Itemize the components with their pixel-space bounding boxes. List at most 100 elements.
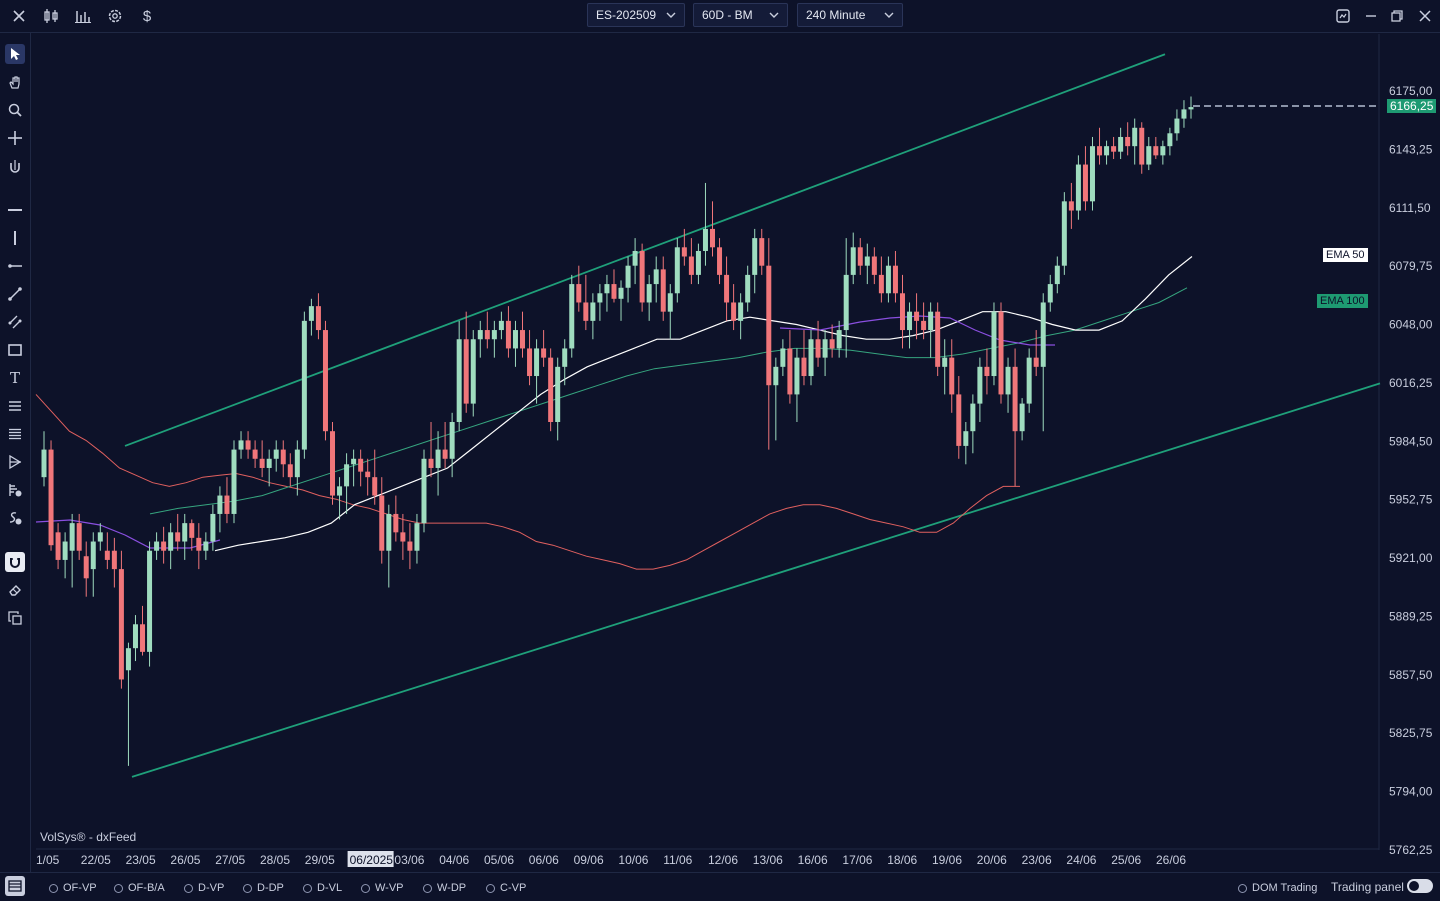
candle-body	[808, 339, 814, 377]
candle-body	[611, 284, 617, 299]
option-w-dp[interactable]: W-DP	[423, 881, 466, 895]
candle-body	[470, 339, 476, 404]
screenshot-icon[interactable]	[1331, 4, 1355, 28]
dollar-icon[interactable]: $	[142, 7, 152, 25]
fib-icon[interactable]	[5, 396, 25, 416]
candle-body	[625, 265, 631, 288]
candle-body	[998, 311, 1004, 395]
eraser-icon[interactable]	[5, 580, 25, 600]
candle-body	[428, 458, 434, 468]
magnet-cursor-icon[interactable]	[5, 156, 25, 176]
candle-body	[1111, 146, 1117, 152]
candle-body	[287, 464, 293, 478]
candle-body	[548, 357, 554, 422]
candle-body	[238, 440, 244, 450]
text-icon[interactable]: T	[9, 369, 20, 387]
trading-panel-toggle[interactable]	[1407, 879, 1433, 893]
candle-body	[55, 532, 61, 560]
candle-body	[498, 320, 504, 331]
volume-profile-icon[interactable]	[5, 480, 25, 500]
zoom-icon[interactable]	[5, 100, 25, 120]
horizontal-line-icon[interactable]	[5, 200, 25, 220]
date-axis-label: 13/06	[753, 853, 783, 867]
option-label: D-VP	[198, 882, 225, 894]
option-of-b-a[interactable]: OF-B/A	[114, 881, 165, 895]
restore-icon[interactable]	[1385, 4, 1409, 28]
hand-icon[interactable]	[5, 72, 25, 92]
candle-body	[899, 293, 905, 331]
candle-body	[885, 265, 891, 294]
date-axis-label: 10/06	[618, 853, 648, 867]
rectangle-icon[interactable]	[5, 340, 25, 360]
candle-body	[104, 550, 110, 560]
minimize-icon[interactable]	[1359, 4, 1383, 28]
candle-body	[1160, 146, 1166, 156]
option-d-vp[interactable]: D-VP	[184, 881, 224, 895]
crosshair-icon[interactable]	[5, 128, 25, 148]
candle-body	[527, 348, 533, 377]
dom-trading-option[interactable]: DOM Trading	[1238, 881, 1317, 895]
layers-icon[interactable]	[5, 608, 25, 628]
candle-body	[414, 523, 420, 551]
candle-body	[597, 293, 603, 303]
multi-line-icon[interactable]	[5, 424, 25, 444]
template-select[interactable]: 60D - BM	[693, 3, 788, 27]
candle-body	[892, 265, 898, 294]
chevron-down-icon	[666, 12, 676, 18]
date-axis-label: 23/05	[126, 853, 156, 867]
magnet-icon[interactable]	[5, 552, 25, 572]
candle-body	[1082, 164, 1088, 202]
bar-chart-icon[interactable]	[71, 4, 95, 28]
date-axis-label: 16/06	[798, 853, 828, 867]
timeframe-select[interactable]: 240 Minute	[797, 3, 903, 27]
trend-line-icon[interactable]	[5, 284, 25, 304]
top-toolbar: $ ES-202509 60D - BM 240 Minute	[0, 0, 1440, 33]
candle-body	[315, 306, 321, 331]
pitchfork-icon[interactable]	[5, 452, 25, 472]
candle-body	[512, 330, 518, 349]
candle-body	[604, 284, 610, 294]
candle-body	[484, 330, 490, 340]
candle-body	[294, 449, 300, 478]
option-d-dp[interactable]: D-DP	[243, 881, 284, 895]
session-profile-icon[interactable]	[5, 508, 25, 528]
candle-body	[147, 550, 153, 652]
candle-body	[351, 458, 357, 465]
candle-body	[182, 523, 188, 542]
window-close-icon[interactable]	[1413, 4, 1437, 28]
candle-body	[210, 513, 216, 542]
panel-toggle-icon[interactable]	[5, 876, 25, 896]
option-d-vl[interactable]: D-VL	[303, 881, 342, 895]
symbol-select[interactable]: ES-202509	[587, 3, 685, 27]
gear-icon[interactable]	[103, 4, 127, 28]
parallel-channel-icon[interactable]	[5, 312, 25, 332]
candle-body	[231, 449, 237, 514]
candle-body	[491, 330, 497, 340]
highlighted-date-bg	[347, 851, 394, 867]
candle-body	[393, 513, 399, 533]
candle-body	[1118, 136, 1124, 152]
candlestick-icon[interactable]	[39, 4, 63, 28]
close-icon[interactable]	[7, 4, 31, 28]
candle-body	[914, 311, 920, 321]
option-label: W-DP	[437, 882, 467, 894]
trading-panel-text: Trading panel	[1331, 880, 1404, 894]
candle-body	[217, 495, 223, 514]
bottom-bar: OF-VP OF-B/A D-VP D-DP D-VL W-VP W-DP C-VP DOM …	[0, 872, 1440, 901]
candle-body	[907, 311, 913, 331]
option-of-vp[interactable]: OF-VP	[49, 881, 97, 895]
ray-icon[interactable]	[5, 256, 25, 276]
candle-body	[850, 247, 856, 275]
candle-body	[829, 339, 835, 349]
candle-body	[1153, 146, 1159, 156]
candle-body	[878, 274, 884, 294]
cursor-icon[interactable]	[5, 44, 25, 64]
vertical-line-icon[interactable]	[5, 228, 25, 248]
date-axis-label: 04/06	[439, 853, 469, 867]
candle-body	[660, 269, 666, 312]
option-c-vp[interactable]: C-VP	[486, 881, 526, 895]
candle-body	[196, 537, 202, 551]
candle-body	[773, 366, 779, 386]
option-w-vp[interactable]: W-VP	[361, 881, 404, 895]
